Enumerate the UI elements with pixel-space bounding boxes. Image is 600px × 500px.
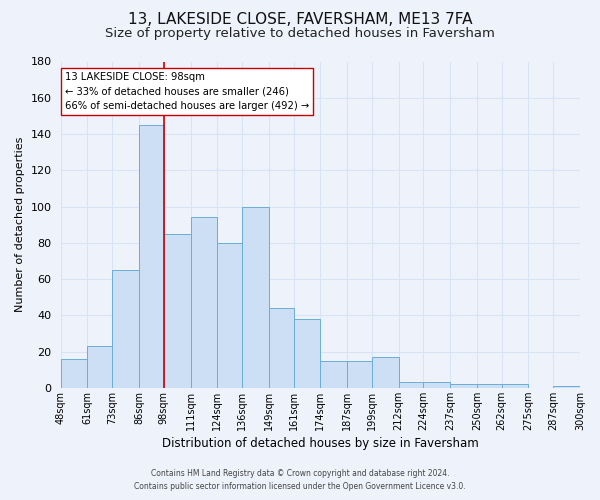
Bar (398, 382, 424, 388)
Bar (424, 382, 450, 388)
Text: Size of property relative to detached houses in Faversham: Size of property relative to detached ho… (105, 28, 495, 40)
Bar (61, 359, 88, 388)
Bar (293, 319, 320, 388)
Y-axis label: Number of detached properties: Number of detached properties (15, 137, 25, 312)
Bar (242, 206, 269, 388)
X-axis label: Distribution of detached houses by size in Faversham: Distribution of detached houses by size … (162, 437, 479, 450)
Bar (450, 384, 477, 388)
Text: Contains HM Land Registry data © Crown copyright and database right 2024.
Contai: Contains HM Land Registry data © Crown c… (134, 469, 466, 491)
Bar (88, 346, 112, 388)
Bar (112, 270, 139, 388)
Text: 13, LAKESIDE CLOSE, FAVERSHAM, ME13 7FA: 13, LAKESIDE CLOSE, FAVERSHAM, ME13 7FA (128, 12, 472, 28)
Bar (320, 360, 347, 388)
Bar (553, 386, 580, 388)
Text: 13 LAKESIDE CLOSE: 98sqm
← 33% of detached houses are smaller (246)
66% of semi-: 13 LAKESIDE CLOSE: 98sqm ← 33% of detach… (65, 72, 309, 111)
Bar (372, 357, 398, 388)
Bar (217, 243, 242, 388)
Bar (477, 384, 502, 388)
Bar (164, 234, 191, 388)
Bar (347, 360, 372, 388)
Bar (269, 308, 293, 388)
Bar (191, 218, 217, 388)
Bar (502, 384, 529, 388)
Bar (139, 125, 164, 388)
